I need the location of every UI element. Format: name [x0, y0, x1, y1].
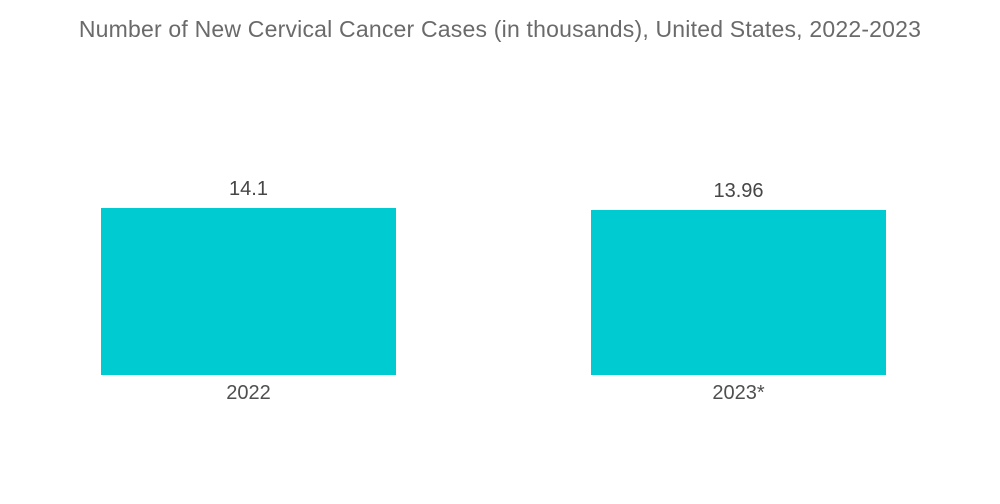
category-label-2022: 2022	[226, 382, 271, 404]
category-label-2023*: 2023*	[712, 382, 765, 404]
bar-2022	[101, 208, 396, 375]
value-label-2023*: 13.96	[713, 180, 764, 202]
value-label-2022: 14.1	[229, 178, 268, 200]
chart-title: Number of New Cervical Cancer Cases (in …	[78, 16, 922, 42]
bar-2023*	[591, 210, 886, 375]
